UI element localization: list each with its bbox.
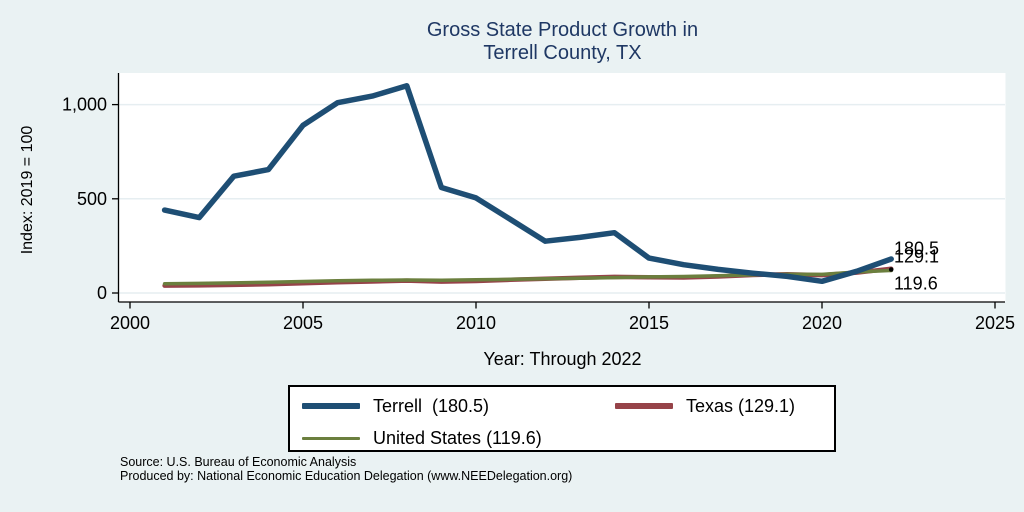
y-tick-label: 0 xyxy=(97,283,107,303)
legend-swatch xyxy=(302,403,360,409)
legend-swatch xyxy=(615,403,673,409)
legend-label: Terrell (180.5) xyxy=(373,395,490,416)
legend-item-united-states: United States (119.6) xyxy=(302,424,542,452)
legend-item-terrell: Terrell (180.5) xyxy=(302,392,489,420)
legend-item-texas: Texas (129.1) xyxy=(615,392,795,420)
legend-label: United States (119.6) xyxy=(373,427,542,448)
x-tick-label: 2005 xyxy=(283,313,323,333)
plot-background xyxy=(118,73,1006,302)
chart-title-line2: Terrell County, TX xyxy=(483,42,642,64)
end-label-united-states: 119.6 xyxy=(894,273,938,294)
source-line: Source: U.S. Bureau of Economic Analysis xyxy=(120,455,357,469)
y-tick-label: 500 xyxy=(77,189,107,209)
series-end-marker xyxy=(888,267,894,272)
end-label-terrell: 180.5 xyxy=(894,238,940,259)
x-tick-label: 2025 xyxy=(975,313,1015,333)
chart-title: Gross State Product Growth in Terrell Co… xyxy=(119,19,1006,65)
x-axis-label: Year: Through 2022 xyxy=(483,349,642,369)
x-tick-label: 2010 xyxy=(456,313,496,333)
chart-title-line1: Gross State Product Growth in xyxy=(426,19,699,41)
x-tick-label: 2020 xyxy=(802,313,842,333)
x-tick-label: 2015 xyxy=(629,313,669,333)
source-notes: Source: U.S. Bureau of Economic Analysis… xyxy=(120,455,572,483)
series-line-terrell xyxy=(161,83,894,285)
legend-label: Texas (129.1) xyxy=(686,395,796,416)
x-tick-label: 2000 xyxy=(110,313,150,333)
end-label-texas: 129.1 xyxy=(894,246,940,267)
produced-by-line: Produced by: National Economic Education… xyxy=(120,469,573,483)
y-tick-label: 1,000 xyxy=(62,95,107,115)
legend: Terrell (180.5) Texas (129.1) United State… xyxy=(288,385,836,452)
legend-swatch xyxy=(302,436,360,440)
